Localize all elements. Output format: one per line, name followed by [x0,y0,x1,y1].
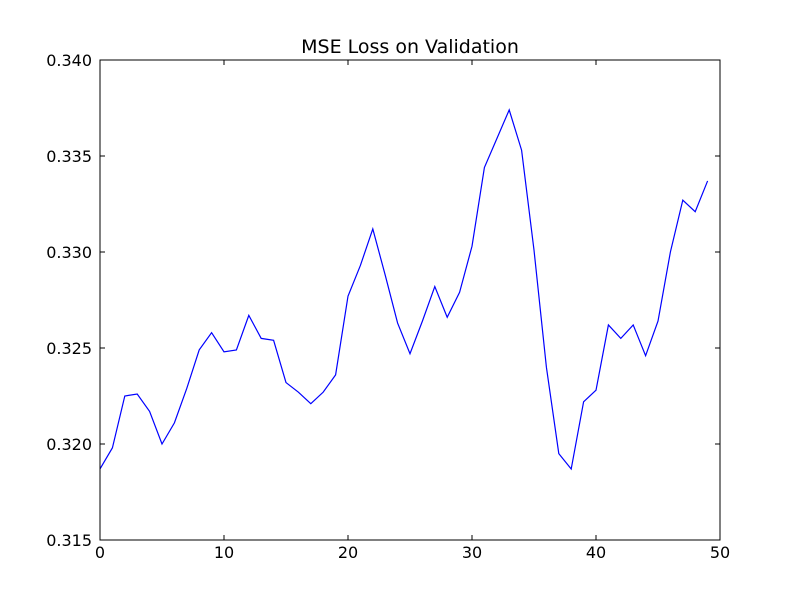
y-tick-label: 0.320 [46,435,92,454]
x-tick-label: 0 [95,543,105,562]
x-tick-label: 40 [586,543,606,562]
x-axis: 0 10 20 30 40 50 [95,60,730,562]
y-tick-label: 0.315 [46,531,92,550]
x-tick-label: 10 [214,543,234,562]
x-tick-label: 20 [338,543,358,562]
y-tick-label: 0.335 [46,147,92,166]
chart-title: MSE Loss on Validation [301,36,519,58]
plot-frame [99,59,721,541]
plot-area [99,108,709,471]
x-tick-label: 30 [462,543,482,562]
y-tick-label: 0.325 [46,339,92,358]
series-line [99,108,709,471]
y-tick-label: 0.340 [46,51,92,70]
x-tick-label: 50 [710,543,730,562]
y-tick-label: 0.330 [46,243,92,262]
y-axis: 0.315 0.320 0.325 0.330 0.335 0.340 [46,51,720,550]
